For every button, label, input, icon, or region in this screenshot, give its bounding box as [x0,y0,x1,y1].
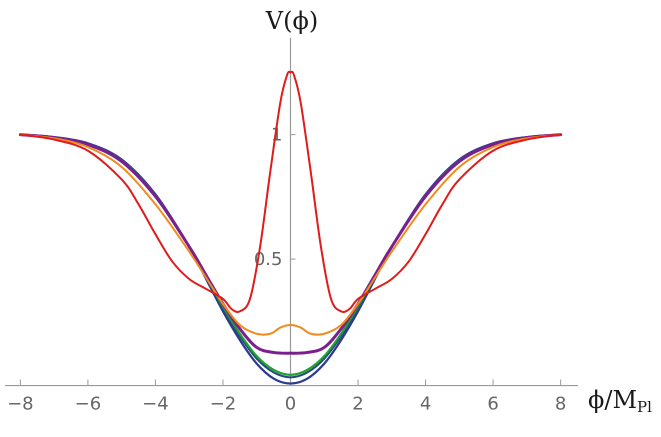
x-tick-label: 8 [555,394,566,415]
series-line-6 [19,70,562,313]
y-axis-title: V(ϕ) [265,7,318,35]
x-tick-label: −2 [210,394,237,415]
x-ticks: −8 −6 −4 −2 0 2 4 6 8 [7,379,566,415]
x-tick-label: −8 [7,394,34,415]
series-layer [18,70,563,385]
x-tick-label: −6 [75,394,102,415]
y-ticks: 0.51 [254,125,296,270]
x-tick-label: 0 [285,394,296,415]
y-tick-label: 1 [271,125,282,146]
x-axis-title-main: ϕ/M [588,386,637,414]
x-axis-title-subscript: Pl [637,398,652,416]
x-tick-label: 6 [487,394,498,415]
y-tick-label: 0.5 [254,249,283,270]
x-tick-label: −4 [142,394,169,415]
x-axis-title: ϕ/MPl [588,386,652,416]
series-line-5 [19,133,562,336]
x-tick-label: 4 [420,394,431,415]
series-line-4 [18,133,563,355]
axes: −8 −6 −4 −2 0 2 4 6 8 0.51 [5,38,578,415]
x-tick-label: 2 [352,394,363,415]
